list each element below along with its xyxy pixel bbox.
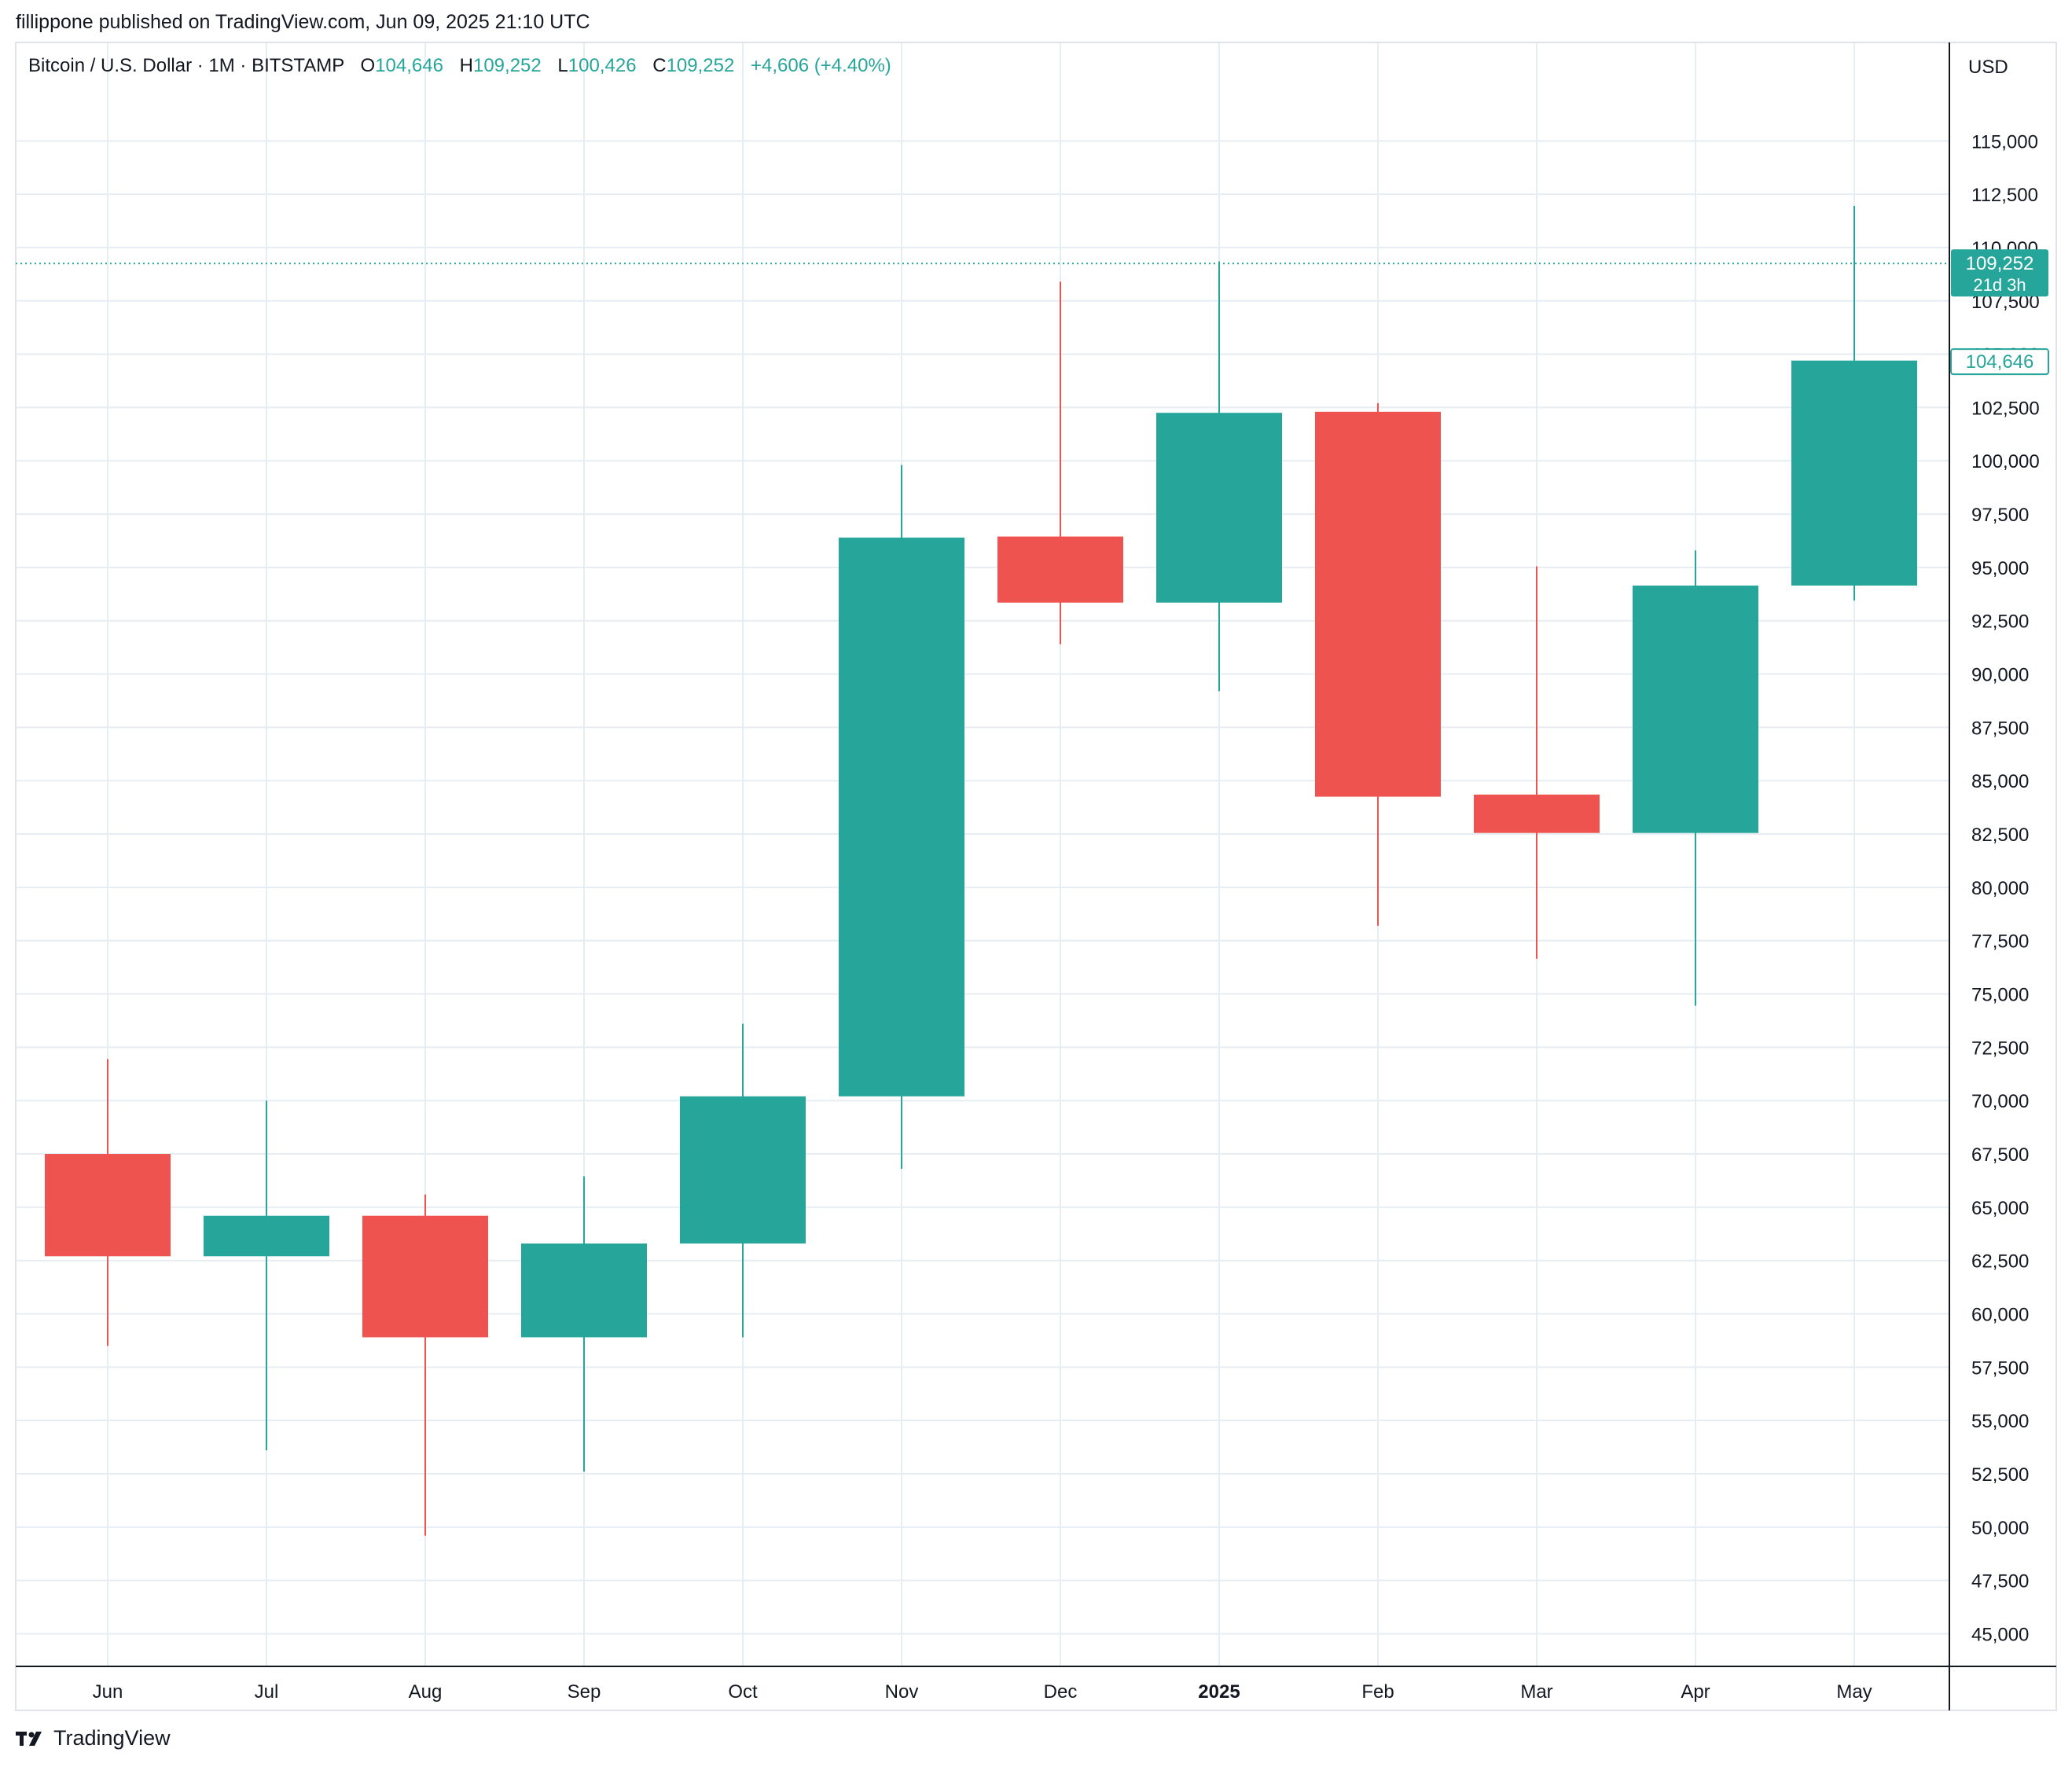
candle-body xyxy=(45,1154,171,1257)
countdown-label: 21d 3h xyxy=(1973,275,2026,295)
price-tick-label: 112,500 xyxy=(1971,185,2038,206)
price-tick-label: 97,500 xyxy=(1971,505,2029,526)
time-tick-label: May xyxy=(1836,1681,1872,1703)
legend-open-label: O xyxy=(360,55,376,76)
brand-name: TradingView xyxy=(53,1726,171,1750)
price-tick-label: 77,500 xyxy=(1971,931,2029,953)
time-tick-label: Jul xyxy=(255,1681,279,1703)
price-axis: 115,000112,500110,000107,500105,000102,5… xyxy=(1971,131,2040,1645)
price-tick-label: 60,000 xyxy=(1971,1305,2029,1326)
candle-2025 xyxy=(1156,261,1282,692)
open-price-badge xyxy=(1950,348,2049,376)
time-tick-label: 2025 xyxy=(1198,1681,1240,1703)
candle-body xyxy=(204,1215,329,1257)
legend-open-value: 104,646 xyxy=(375,55,443,76)
price-tick-label: 45,000 xyxy=(1971,1625,2029,1646)
price-tick-label: 50,000 xyxy=(1971,1518,2029,1539)
candle-body xyxy=(1474,794,1600,833)
last-price-label: 109,252 xyxy=(1966,253,2034,274)
price-tick-label: 102,500 xyxy=(1971,398,2040,419)
grid-lines xyxy=(16,42,1949,1666)
candle-dec xyxy=(997,281,1123,645)
chart-border xyxy=(15,42,2057,1711)
legend-low-label: L xyxy=(557,55,568,76)
tradingview-brand[interactable]: TradingView xyxy=(16,1726,171,1750)
price-tick-label: 70,000 xyxy=(1971,1091,2029,1112)
time-tick-label: Oct xyxy=(728,1681,758,1703)
time-tick-label: Nov xyxy=(885,1681,919,1703)
candle-body xyxy=(362,1215,488,1338)
candle-oct xyxy=(680,1023,806,1338)
price-tick-label: 80,000 xyxy=(1971,878,2029,899)
time-tick-label: Feb xyxy=(1361,1681,1394,1703)
candle-jun xyxy=(45,1059,171,1346)
price-tick-label: 52,500 xyxy=(1971,1464,2029,1486)
candle-body xyxy=(1791,360,1917,586)
candle-jul xyxy=(204,1100,329,1451)
candle-body xyxy=(521,1243,647,1338)
price-tick-label: 90,000 xyxy=(1971,665,2029,686)
price-tick-label: 95,000 xyxy=(1971,558,2029,579)
price-tick-label: 62,500 xyxy=(1971,1251,2029,1273)
price-tick-label: 72,500 xyxy=(1971,1038,2029,1059)
candle-sep xyxy=(521,1176,647,1472)
legend-low-value: 100,426 xyxy=(568,55,637,76)
candle-nov xyxy=(839,465,964,1170)
time-tick-label: Jun xyxy=(93,1681,123,1703)
time-axis: Jun Jul Aug Sep Oct Nov Dec 2025 Feb Mar Apr May xyxy=(93,1681,1872,1703)
candle-aug xyxy=(362,1194,488,1536)
price-tick-label: 85,000 xyxy=(1971,771,2029,792)
price-tick-label: 65,000 xyxy=(1971,1198,2029,1219)
candle-body xyxy=(839,537,964,1097)
candle-may xyxy=(1791,206,1917,601)
price-tick-label: 115,000 xyxy=(1971,131,2038,152)
price-tick-label: 57,500 xyxy=(1971,1357,2029,1379)
open-price-label: 104,646 xyxy=(1966,351,2034,373)
tradingview-logo-icon xyxy=(16,1731,42,1746)
time-tick-label: Sep xyxy=(568,1681,601,1703)
legend-close-label: C xyxy=(652,55,667,76)
candle-mar xyxy=(1474,566,1600,959)
candle-body xyxy=(1315,411,1441,797)
chart-frame xyxy=(15,42,2057,1711)
price-tick-label: 87,500 xyxy=(1971,718,2029,739)
legend-high-value: 109,252 xyxy=(472,55,542,76)
candle-feb xyxy=(1315,402,1441,926)
time-tick-label: Apr xyxy=(1681,1681,1710,1703)
published-header: fillippone published on TradingView.com,… xyxy=(16,11,590,33)
symbol-legend: Bitcoin / U.S. Dollar · 1M · BITSTAMP O1… xyxy=(28,55,891,77)
price-tick-label: 55,000 xyxy=(1971,1411,2029,1432)
price-tick-label: 82,500 xyxy=(1971,825,2029,846)
price-tick-label: 100,000 xyxy=(1971,451,2040,472)
candle-body xyxy=(1156,413,1282,603)
currency-label[interactable]: USD xyxy=(1968,57,2008,78)
legend-high-label: H xyxy=(459,55,473,76)
price-tick-label: 75,000 xyxy=(1971,985,2029,1006)
candle-body xyxy=(680,1096,806,1244)
legend-change: +4,606 (+4.40%) xyxy=(751,55,891,76)
price-tick-label: 67,500 xyxy=(1971,1144,2029,1166)
candle-body xyxy=(997,536,1123,603)
time-tick-label: Mar xyxy=(1520,1681,1552,1703)
price-tick-label: 47,500 xyxy=(1971,1571,2029,1593)
candle-body xyxy=(1633,585,1758,833)
candles xyxy=(45,206,1917,1536)
legend-symbol: Bitcoin / U.S. Dollar · 1M · BITSTAMP xyxy=(28,55,344,76)
candle-apr xyxy=(1633,550,1758,1006)
time-tick-label: Dec xyxy=(1044,1681,1078,1703)
legend-close-value: 109,252 xyxy=(666,55,735,76)
time-tick-label: Aug xyxy=(409,1681,443,1703)
last-price-badge xyxy=(1951,249,2048,297)
price-tick-label: 92,500 xyxy=(1971,612,2029,633)
